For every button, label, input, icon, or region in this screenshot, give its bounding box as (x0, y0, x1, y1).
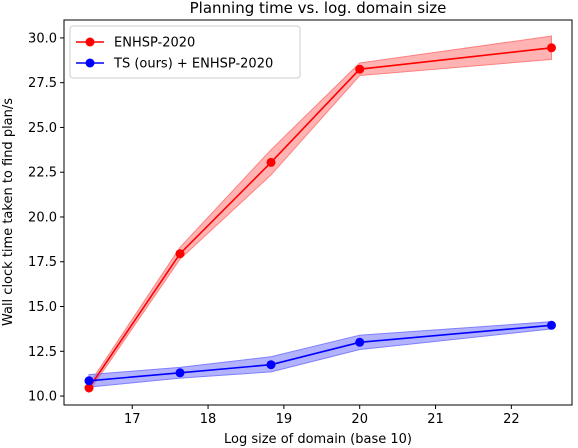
x-tick-label: 19 (276, 412, 293, 427)
x-axis-label: Log size of domain (base 10) (224, 432, 412, 447)
y-axis-label: Wall clock time taken to find plan/s (1, 98, 16, 326)
y-tick-label: 17.5 (28, 255, 57, 270)
series-1-point (175, 249, 185, 259)
legend: ENHSP-2020 TS (ours) + ENHSP-2020 (69, 25, 301, 79)
series-1-point (547, 43, 556, 53)
series-2-point (84, 376, 94, 386)
y-axis-ticks: 10.0 12.5 15.0 17.5 20.0 22.5 25.0 27.5 30.0 (28, 31, 64, 405)
y-tick-label: 30.0 (28, 31, 57, 46)
series-2-point (355, 337, 365, 347)
x-tick-label: 21 (427, 412, 444, 427)
legend-label: TS (ours) + ENHSP-2020 (113, 57, 273, 72)
plot-area-frame (63, 19, 573, 406)
x-tick-label: 17 (124, 412, 141, 427)
series-lines (88, 47, 552, 389)
legend-marker (85, 58, 95, 68)
y-tick-label: 27.5 (28, 76, 57, 91)
legend-marker (85, 37, 95, 47)
legend-box (69, 25, 301, 79)
series-2-point (175, 368, 185, 378)
y-tick-label: 10.0 (28, 390, 57, 405)
x-axis-ticks: 17 18 19 20 21 22 (124, 405, 520, 427)
series-1-line (88, 47, 552, 389)
y-tick-label: 22.5 (28, 166, 57, 181)
y-tick-label: 25.0 (28, 121, 57, 136)
y-tick-label: 15.0 (28, 300, 57, 315)
chart-title: Planning time vs. log. domain size (190, 0, 447, 17)
y-tick-label: 20.0 (28, 210, 57, 225)
series-1-point (84, 383, 94, 393)
series-1-point (355, 64, 365, 74)
legend-label: ENHSP-2020 (114, 36, 195, 51)
confidence-bands (88, 35, 552, 394)
x-tick-label: 22 (503, 412, 520, 427)
x-tick-label: 20 (351, 412, 368, 427)
series-2-point (266, 360, 276, 370)
series-1-band (88, 35, 552, 394)
x-tick-label: 18 (200, 412, 217, 427)
series-points (84, 43, 556, 393)
series-1-point (266, 157, 276, 167)
y-tick-label: 12.5 (28, 345, 57, 360)
series-2-point (547, 320, 556, 330)
